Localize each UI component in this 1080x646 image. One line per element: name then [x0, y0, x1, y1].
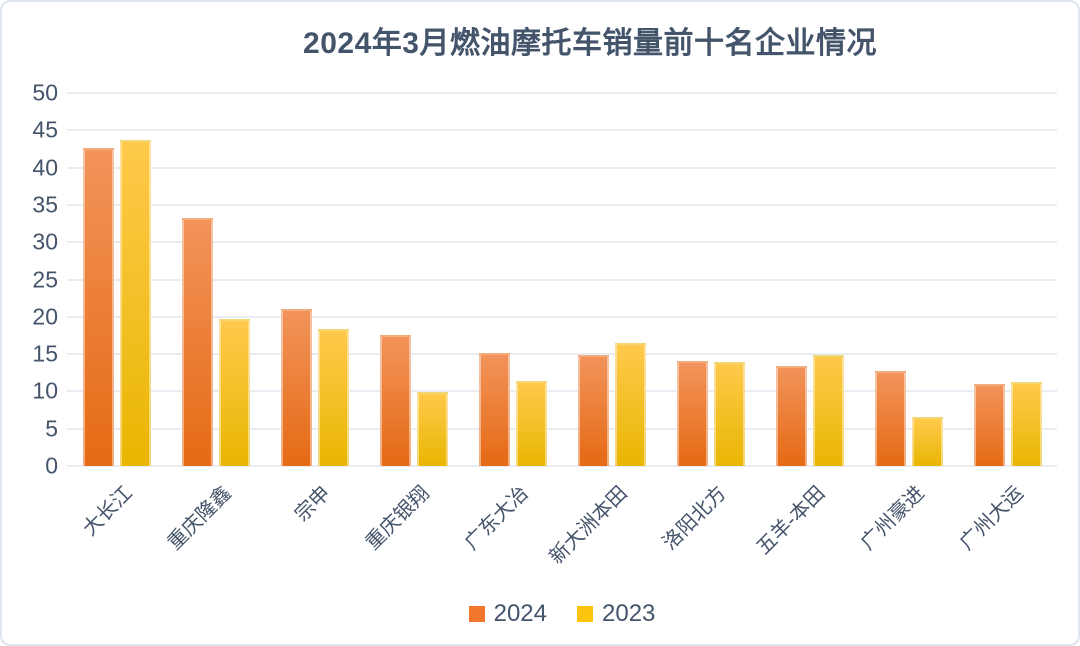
- bars-container: [67, 93, 1057, 466]
- bar-group-4: [463, 93, 562, 466]
- bar-group-9: [958, 93, 1057, 466]
- gridline: [67, 278, 1057, 281]
- bar-2024-广东大冶: [478, 352, 510, 466]
- x-category-cell: 洛阳北方: [658, 470, 760, 580]
- x-category-cell: 大长江: [67, 470, 166, 580]
- y-tick-label: 35: [32, 191, 58, 218]
- bar-group-0: [67, 93, 166, 466]
- bar-2024-五羊-本田: [775, 366, 807, 466]
- bar-2024-大长江: [82, 148, 114, 466]
- bar-2023-新大洲本田: [614, 342, 646, 466]
- legend-swatch-2023-icon: [577, 606, 593, 622]
- x-category-label: 重庆银翔: [361, 482, 434, 555]
- x-category-label: 广东大冶: [460, 482, 533, 555]
- x-axis-labels: 大长江 重庆隆鑫 宗申 重庆银翔 广东大冶 新大洲本田 洛阳北方 五羊-本田 广州豪进 广州大运: [67, 470, 1057, 580]
- bar-group-6: [661, 93, 760, 466]
- bar-2023-重庆银翔: [416, 392, 448, 466]
- bar-2023-广东大冶: [515, 380, 547, 466]
- bar-group-3: [364, 93, 463, 466]
- x-category-cell: 广州豪进: [856, 470, 958, 580]
- y-tick-label: 5: [45, 415, 58, 442]
- x-category-cell: 五羊-本田: [752, 470, 859, 580]
- legend-label: 2023: [602, 600, 656, 627]
- gridline: [67, 353, 1057, 356]
- y-tick-label: 0: [45, 452, 58, 479]
- gridline: [67, 390, 1057, 393]
- x-category-label: 洛阳北方: [658, 482, 731, 555]
- gridline: [67, 129, 1057, 132]
- bar-2024-新大洲本田: [577, 354, 609, 466]
- plot-area: [67, 92, 1057, 467]
- legend-item-2024: 2024: [468, 600, 547, 628]
- y-tick-label: 15: [32, 340, 58, 367]
- y-tick-label: 50: [32, 79, 58, 106]
- x-category-cell: 重庆银翔: [361, 470, 463, 580]
- bar-group-8: [859, 93, 958, 466]
- bar-2024-广州豪进: [874, 371, 906, 466]
- bar-2023-洛阳北方: [713, 361, 745, 466]
- gridline: [67, 427, 1057, 430]
- x-category-cell: 宗申: [265, 470, 364, 580]
- gridline: [67, 166, 1057, 169]
- y-tick-label: 10: [32, 377, 58, 404]
- y-tick-label: 45: [32, 116, 58, 143]
- legend-label: 2024: [493, 600, 547, 627]
- legend: 2024 2023: [67, 600, 1057, 628]
- bar-2024-重庆隆鑫: [181, 218, 213, 466]
- gridline: [67, 315, 1057, 318]
- chart-title: 2024年3月燃油摩托车销量前十名企业情况: [303, 27, 877, 60]
- x-category-cell: 广州大运: [955, 470, 1057, 580]
- gridline: [67, 465, 1057, 467]
- x-category-label: 宗申: [290, 482, 335, 527]
- x-category-label: 五羊-本田: [752, 482, 830, 560]
- x-category-label: 大长江: [78, 482, 137, 541]
- bar-2023-广州豪进: [911, 416, 943, 466]
- y-tick-label: 40: [32, 154, 58, 181]
- gridline: [67, 203, 1057, 206]
- legend-item-2023: 2023: [577, 600, 655, 628]
- bar-group-2: [265, 93, 364, 466]
- bar-group-7: [760, 93, 859, 466]
- bar-2023-五羊-本田: [812, 354, 844, 466]
- bar-2023-广州大运: [1010, 382, 1042, 466]
- gridline: [67, 241, 1057, 244]
- y-tick-label: 30: [32, 228, 58, 255]
- x-category-cell: 重庆隆鑫: [163, 470, 265, 580]
- bar-group-5: [562, 93, 661, 466]
- bar-2023-大长江: [119, 140, 151, 466]
- gridline: [67, 92, 1057, 94]
- x-category-label: 广州豪进: [856, 482, 929, 555]
- bar-2023-重庆隆鑫: [218, 319, 250, 466]
- x-category-label: 广州大运: [955, 482, 1028, 555]
- bar-group-1: [166, 93, 265, 466]
- x-category-cell: 新大洲本田: [545, 470, 661, 580]
- legend-swatch-2024-icon: [468, 606, 485, 622]
- y-tick-label: 20: [32, 303, 58, 330]
- bar-2024-广州大运: [973, 383, 1005, 466]
- x-category-cell: 广东大冶: [460, 470, 562, 580]
- y-tick-label: 25: [32, 266, 58, 292]
- bar-2024-重庆银翔: [379, 334, 411, 466]
- bar-2023-宗申: [317, 329, 349, 466]
- bar-2024-宗申: [280, 308, 312, 466]
- bar-2024-洛阳北方: [676, 360, 708, 466]
- x-category-label: 重庆隆鑫: [163, 482, 236, 555]
